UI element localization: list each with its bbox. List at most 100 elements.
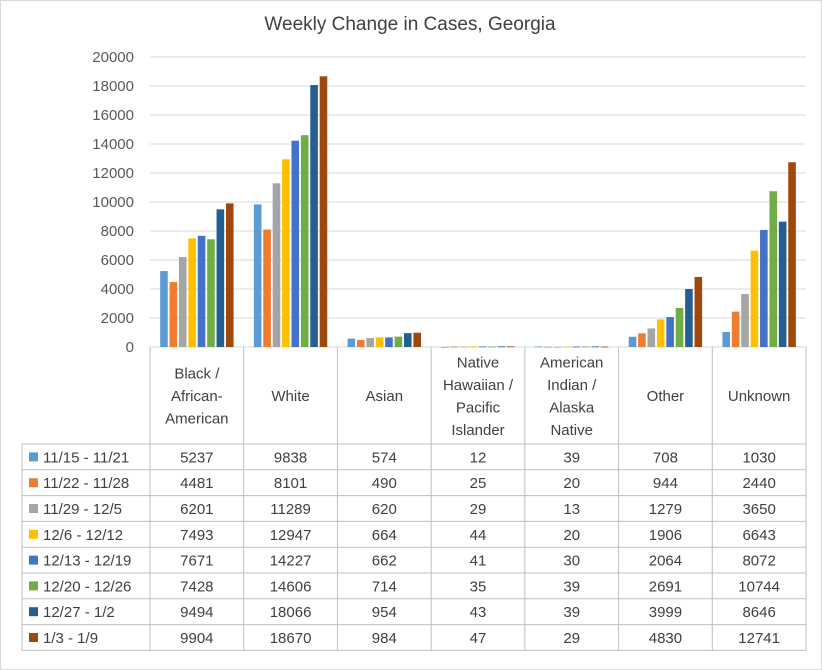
y-tick-label: 0 (126, 339, 134, 356)
bar (394, 336, 403, 347)
data-label: 35 (470, 578, 487, 595)
data-label: 18670 (270, 630, 312, 647)
data-label: 1906 (649, 527, 682, 544)
bar (741, 294, 749, 347)
data-label: 984 (372, 630, 397, 647)
bar (169, 282, 178, 347)
data-label: 1279 (649, 501, 682, 518)
y-tick-label: 12000 (92, 165, 134, 182)
series-name: 11/22 - 11/28 (43, 475, 129, 492)
data-label: 47 (470, 630, 487, 647)
data-label: 664 (372, 527, 397, 544)
bar (591, 346, 600, 348)
bar (769, 191, 778, 347)
bar (638, 333, 646, 347)
bar (197, 235, 206, 347)
legend-key (29, 504, 38, 513)
category-label: Unknown (728, 388, 791, 405)
bar (347, 338, 356, 347)
data-label: 39 (563, 578, 580, 595)
bar (385, 337, 393, 347)
data-label: 14227 (270, 553, 312, 570)
category-label: Native (550, 422, 593, 439)
bar (572, 346, 581, 348)
data-label: 7493 (180, 527, 213, 544)
data-label: 490 (372, 475, 397, 492)
data-label: 39 (563, 604, 580, 621)
data-table: Black / African- American White Asian Native H… (21, 347, 807, 651)
data-label: 9838 (274, 449, 307, 466)
data-label: 4830 (649, 630, 682, 647)
data-label: 14606 (270, 578, 312, 595)
y-tick-label: 16000 (92, 107, 134, 124)
data-label: 12741 (738, 630, 780, 647)
bar (450, 346, 459, 348)
data-label: 5237 (180, 449, 213, 466)
series-name: 11/29 - 12/5 (43, 501, 122, 518)
bar (356, 339, 365, 347)
data-label: 620 (372, 501, 397, 518)
category-label: Hawaiian / (443, 377, 514, 394)
data-label: 25 (470, 475, 487, 492)
bar (553, 346, 562, 348)
data-label: 2064 (649, 553, 682, 570)
bar (760, 229, 768, 347)
bar (225, 203, 234, 347)
bar (750, 250, 759, 347)
bar (656, 319, 665, 347)
y-tick-label: 14000 (92, 136, 134, 153)
y-tick-label: 4000 (101, 281, 134, 298)
category-label: Alaska (549, 399, 595, 416)
y-tick-label: 18000 (92, 78, 134, 95)
legend-key (29, 581, 38, 591)
bar (600, 346, 609, 348)
legend-key (29, 478, 38, 488)
bar (666, 317, 674, 347)
y-tick-label: 8000 (101, 223, 134, 240)
chart-title: Weekly Change in Cases, Georgia (264, 14, 556, 35)
bar (375, 337, 384, 347)
data-label: 714 (372, 578, 397, 595)
data-label: 20 (563, 475, 580, 492)
category-label: White (271, 388, 309, 405)
data-label: 9494 (180, 604, 213, 621)
data-label: 3999 (649, 604, 682, 621)
data-label: 2691 (649, 578, 682, 595)
data-label: 11289 (270, 501, 311, 518)
category-label: American (165, 411, 228, 428)
data-label: 954 (372, 604, 397, 621)
data-label: 7671 (180, 553, 213, 570)
bar (582, 346, 590, 348)
legend-key (29, 529, 38, 539)
bar (507, 346, 515, 348)
data-label: 1030 (742, 449, 775, 466)
data-label: 6201 (180, 501, 213, 518)
legend-key (29, 607, 38, 617)
data-label: 8101 (274, 475, 307, 492)
data-label: 8072 (742, 553, 775, 570)
category-label: Islander (451, 422, 504, 439)
bar (282, 159, 290, 347)
bar (563, 346, 571, 348)
bar (685, 289, 693, 347)
bar (310, 85, 318, 347)
data-label: 12947 (270, 527, 312, 544)
series-name: 12/27 - 1/2 (43, 604, 115, 621)
data-label: 10744 (738, 578, 780, 595)
bar (253, 204, 262, 347)
data-label: 13 (563, 501, 580, 518)
bar (478, 346, 487, 348)
bar (216, 209, 225, 347)
bar (291, 140, 300, 347)
bar (460, 346, 468, 348)
y-tick-label: 20000 (92, 49, 134, 66)
gridlines (150, 56, 806, 348)
bars (160, 76, 796, 348)
bar (188, 238, 196, 347)
bar (535, 346, 543, 348)
bar (441, 346, 449, 348)
bar (544, 346, 553, 348)
bar (403, 333, 412, 347)
data-label: 4481 (180, 475, 213, 492)
